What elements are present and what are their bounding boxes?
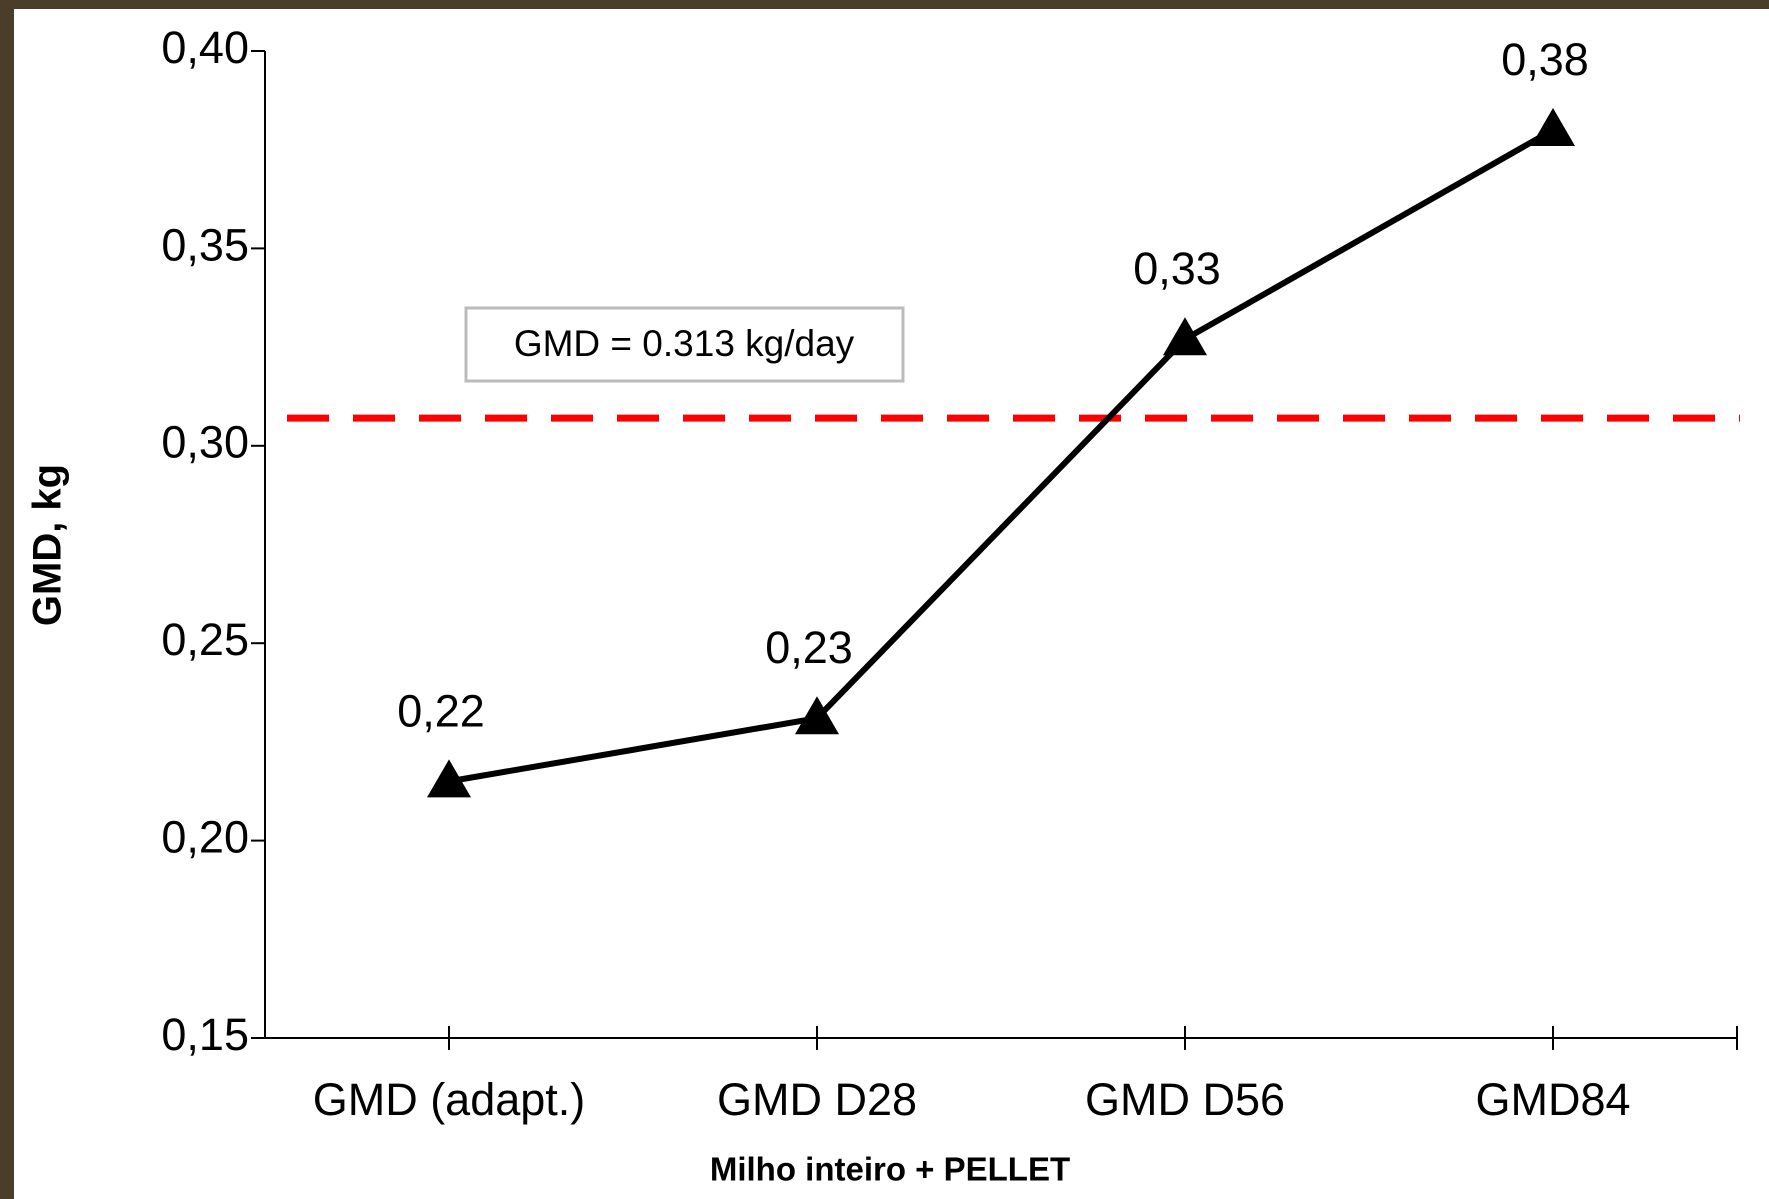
data-label: 0,23 <box>765 622 853 673</box>
x-axis-title: Milho inteiro + PELLET <box>710 1151 1070 1188</box>
data-label: 0,22 <box>397 685 485 736</box>
x-tick-label: GMD (adapt.) <box>313 1074 586 1125</box>
annotation: GMD = 0.313 kg/day <box>514 323 855 364</box>
x-tick-label: GMD D56 <box>1085 1074 1285 1125</box>
marker <box>795 696 839 735</box>
marker <box>427 759 471 798</box>
y-tick-label: 0,35 <box>161 219 249 270</box>
y-tick-label: 0,25 <box>161 614 249 665</box>
annotation-box <box>464 306 905 383</box>
data-label: 0,33 <box>1133 243 1221 294</box>
plot-panel <box>14 9 1769 1199</box>
x-tick-label: GMD84 <box>1475 1074 1630 1125</box>
y-tick-label: 0,30 <box>161 417 249 468</box>
marker <box>1163 317 1207 356</box>
y-tick-label: 0,20 <box>161 811 249 862</box>
line <box>448 127 1555 785</box>
y-axis-title: GMD, kg <box>26 464 70 626</box>
data-label: 0,38 <box>1501 34 1589 85</box>
x-tick-label: GMD D28 <box>717 1074 917 1125</box>
y-tick-label: 0,40 <box>161 22 249 73</box>
marker <box>1531 107 1575 146</box>
y-tick-label: 0,15 <box>161 1009 249 1060</box>
